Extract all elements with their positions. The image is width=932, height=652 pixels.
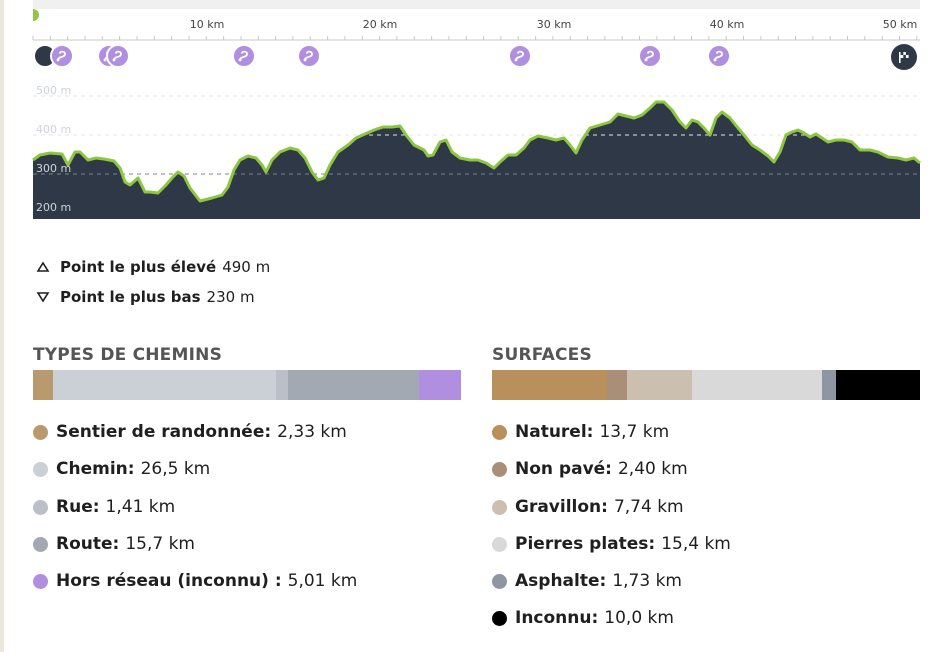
elevation-tick-label: 400 m — [36, 123, 71, 136]
way-type-name: Rue: — [56, 497, 100, 517]
way-type-item[interactable]: Route: 15,7 km — [33, 534, 195, 554]
way-type-value: 1,41 km — [105, 497, 176, 517]
surface-swatch — [492, 536, 507, 552]
profile-top-band — [33, 0, 920, 9]
surface-bar-segment[interactable] — [821, 370, 837, 400]
x-tick-label: 10 km — [190, 18, 225, 31]
surface-value: 10,0 km — [604, 608, 674, 628]
surface-item[interactable]: Gravillon: 7,74 km — [492, 497, 684, 517]
finish-waypoint[interactable] — [891, 44, 917, 70]
route-squiggle-icon — [303, 50, 313, 62]
route-squiggle-icon — [713, 50, 723, 62]
way-type-swatch — [33, 424, 48, 440]
route-squiggle-icon — [644, 50, 654, 62]
finish-flag-icon — [899, 52, 909, 63]
x-tick-label: 40 km — [710, 18, 745, 31]
surface-value: 7,74 km — [613, 497, 684, 517]
way-type-name: Chemin: — [56, 459, 135, 479]
way-type-swatch — [33, 573, 48, 589]
surface-value: 1,73 km — [612, 571, 682, 591]
surface-name: Naturel: — [515, 422, 594, 442]
surface-swatch — [492, 610, 507, 626]
surface-swatch — [492, 461, 507, 477]
way-type-name: Route: — [56, 534, 120, 554]
way-types-title: TYPES DE CHEMINS — [33, 345, 223, 365]
surface-name: Asphalte: — [515, 571, 607, 591]
route-waypoint[interactable] — [707, 44, 731, 68]
surface-item[interactable]: Asphalte: 1,73 km — [492, 571, 682, 591]
way-type-item[interactable]: Chemin: 26,5 km — [33, 459, 210, 479]
surface-item[interactable]: Inconnu: 10,0 km — [492, 608, 674, 628]
lowest-point-value: 230 m — [206, 288, 255, 306]
route-squiggle-icon — [238, 50, 248, 62]
way-type-value: 15,7 km — [125, 534, 195, 554]
x-tick-label: 30 km — [537, 18, 572, 31]
surface-name: Pierres plates: — [515, 534, 656, 554]
surface-bar-segment[interactable] — [692, 370, 822, 400]
surface-name: Non pavé: — [515, 459, 612, 479]
highest-point-value: 490 m — [222, 258, 271, 276]
route-waypoint[interactable] — [297, 44, 321, 68]
lowest-point-row: Point le plus bas 230 m — [36, 288, 255, 306]
x-tick-label: 50 km — [883, 18, 918, 31]
lowest-point-label: Point le plus bas — [60, 288, 201, 306]
elevation-tick-label: 500 m — [36, 84, 71, 97]
x-tick-label: 20 km — [363, 18, 398, 31]
surface-bar-segment[interactable] — [492, 370, 608, 400]
surface-swatch — [492, 424, 507, 440]
way-type-bar-segment[interactable] — [33, 370, 53, 400]
surface-item[interactable]: Naturel: 13,7 km — [492, 422, 669, 442]
elevation-tick-label: 200 m — [36, 201, 71, 214]
start-marker — [33, 9, 39, 21]
route-squiggle-icon — [514, 50, 524, 62]
surface-bar-segment[interactable] — [627, 370, 693, 400]
surface-name: Inconnu: — [515, 608, 599, 628]
route-waypoint[interactable] — [50, 44, 74, 68]
way-type-bar-segment[interactable] — [275, 370, 288, 400]
x-axis-minor-ticks — [32, 36, 918, 40]
route-squiggle-icon — [112, 50, 122, 62]
surface-value: 15,4 km — [661, 534, 731, 554]
left-rail — [0, 0, 4, 652]
way-types-bar[interactable] — [33, 370, 461, 400]
way-type-value: 26,5 km — [140, 459, 211, 479]
highest-point-label: Point le plus élevé — [60, 258, 217, 276]
way-type-bar-segment[interactable] — [419, 370, 461, 400]
way-type-bar-segment[interactable] — [52, 370, 276, 400]
way-type-name: Sentier de randonnée: — [56, 422, 272, 442]
surface-value: 2,40 km — [617, 459, 688, 479]
elevation-tick-label: 300 m — [36, 162, 71, 175]
way-type-value: 2,33 km — [277, 422, 347, 442]
way-type-item[interactable]: Sentier de randonnée: 2,33 km — [33, 422, 347, 442]
triangle-down-icon — [36, 292, 50, 303]
triangle-up-icon — [36, 261, 50, 272]
elevation-profile-chart[interactable]: 10 km 20 km 30 km 40 km 50 km 500 m 400 … — [0, 0, 932, 230]
route-waypoint[interactable] — [638, 44, 662, 68]
surface-bar-segment[interactable] — [607, 370, 628, 400]
route-squiggle-icon — [56, 50, 66, 62]
surfaces-bar[interactable] — [492, 370, 920, 400]
way-type-swatch — [33, 499, 48, 515]
way-type-item[interactable]: Hors réseau (inconnu) : 5,01 km — [33, 571, 357, 591]
surface-swatch — [492, 573, 507, 589]
way-type-value: 5,01 km — [287, 571, 358, 591]
elevation-line — [32, 100, 921, 203]
route-waypoint[interactable] — [508, 44, 532, 68]
surface-bar-segment[interactable] — [836, 370, 920, 400]
way-type-bar-segment[interactable] — [287, 370, 420, 400]
way-type-name: Hors réseau (inconnu) : — [56, 571, 282, 591]
surface-value: 13,7 km — [599, 422, 670, 442]
way-type-swatch — [33, 536, 48, 552]
route-waypoint[interactable] — [106, 44, 130, 68]
surface-swatch — [492, 499, 507, 515]
highest-point-row: Point le plus élevé 490 m — [36, 258, 270, 276]
surface-name: Gravillon: — [515, 497, 608, 517]
way-type-swatch — [33, 461, 48, 477]
surfaces-title: SURFACES — [492, 345, 592, 365]
route-waypoint[interactable] — [232, 44, 256, 68]
way-type-item[interactable]: Rue: 1,41 km — [33, 497, 175, 517]
surface-item[interactable]: Pierres plates: 15,4 km — [492, 534, 731, 554]
surface-item[interactable]: Non pavé: 2,40 km — [492, 459, 688, 479]
